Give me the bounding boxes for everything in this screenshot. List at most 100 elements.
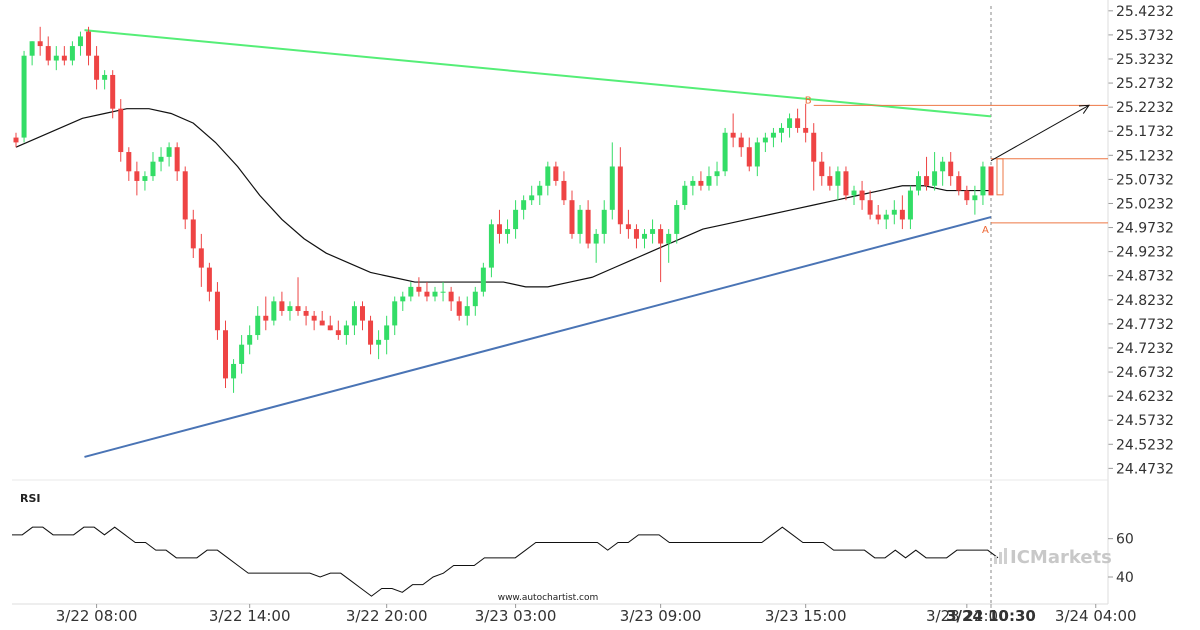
candle-up [907, 190, 913, 220]
support-trendline [84, 216, 992, 458]
candle-up [166, 147, 172, 157]
candle-down [174, 147, 180, 172]
candle-down [811, 132, 817, 162]
watermark-text: www.autochartist.com [498, 593, 599, 603]
candle-down [633, 229, 639, 239]
time-tick-label: 3/24 10:30 [946, 607, 1036, 625]
candle-up [77, 36, 83, 47]
candle-up [69, 46, 75, 61]
candle-down [698, 180, 704, 186]
brand-logo: ICMarkets [994, 547, 1112, 568]
plot-background [12, 0, 1108, 604]
price-tick-label: 25.3232 [1116, 52, 1174, 68]
candle-down [827, 176, 833, 186]
time-tick-label: 3/22 20:00 [346, 607, 428, 625]
candle-up [754, 142, 760, 167]
candle-down [746, 147, 752, 167]
candle-down [859, 190, 865, 201]
rsi-tick-label: 40 [1116, 570, 1134, 586]
candle-up [529, 195, 535, 201]
candle-up [891, 209, 897, 215]
price-tick-label: 24.5732 [1116, 413, 1174, 429]
candle-down [303, 310, 309, 316]
projection-line [990, 104, 1090, 162]
candle-up [343, 325, 349, 336]
candle-down [126, 152, 132, 172]
price-tick-label: 24.9232 [1116, 245, 1174, 261]
candle-up [883, 214, 889, 220]
candle-up [762, 137, 768, 143]
candle-up [513, 209, 519, 230]
price-tick-label: 24.7232 [1116, 341, 1174, 357]
rsi-line [12, 526, 999, 597]
candle-down [496, 224, 502, 234]
candle-up [142, 176, 148, 181]
time-tick-label: 3/23 03:00 [475, 607, 557, 625]
candle-up [642, 233, 648, 239]
time-tick-label: 3/24 04:00 [1055, 607, 1137, 625]
price-tick-label: 25.4232 [1116, 4, 1174, 20]
brand-name: ICMarkets [1010, 547, 1112, 568]
levels: BA [805, 95, 1108, 236]
candle-down [561, 180, 567, 201]
candle-up [980, 166, 986, 196]
time-tick-label: 3/23 15:00 [765, 607, 847, 625]
candle-up [932, 171, 938, 186]
candle-down [368, 320, 374, 345]
candle-up [593, 233, 599, 244]
rsi-axis: 60 40 [1108, 532, 1134, 586]
candle-up [158, 156, 164, 162]
rsi-tick-label: 60 [1116, 532, 1134, 548]
price-tick-label: 24.5232 [1116, 437, 1174, 453]
candle-up [940, 161, 946, 172]
candle-up [674, 205, 680, 234]
candle-down [223, 330, 229, 379]
time-tick-label: 3/23 09:00 [620, 607, 702, 625]
candle-down [295, 306, 301, 311]
candle-up [722, 132, 728, 172]
candle-down [569, 200, 575, 234]
price-tick-label: 25.2232 [1116, 100, 1174, 116]
price-tick-label: 24.6732 [1116, 365, 1174, 381]
candle-down [730, 132, 736, 138]
candle-down [424, 291, 430, 297]
candle-down [617, 166, 623, 225]
candle-down [456, 301, 462, 316]
candle-up [408, 286, 414, 297]
candle-down [13, 137, 19, 143]
candle-up [545, 166, 551, 186]
candle-down [206, 267, 212, 292]
candle-up [239, 344, 245, 364]
candle-down [311, 315, 317, 321]
price-axis: 25.4232 25.3732 25.3232 25.2732 25.2232 25.17… [1107, 0, 1174, 604]
price-tick-label: 25.3732 [1116, 28, 1174, 44]
time-tick-label: 3/22 08:00 [56, 607, 138, 625]
candle-up [29, 41, 35, 56]
moving-average [15, 108, 991, 288]
candle-down [803, 127, 809, 133]
candle-up [464, 306, 470, 316]
candle-up [609, 166, 615, 210]
candle-down [45, 46, 51, 61]
candle-down [658, 229, 664, 244]
level-label-b: B [805, 95, 812, 106]
candle-up [521, 200, 527, 210]
candle-up [231, 363, 237, 379]
candle-down [37, 41, 43, 47]
price-tick-label: 25.1732 [1116, 124, 1174, 140]
candle-up [271, 301, 277, 321]
candle-up [650, 229, 656, 234]
candle-up [601, 209, 607, 234]
candle-down [190, 219, 196, 249]
candle-down [924, 176, 930, 186]
candle-down [843, 171, 849, 196]
candle-down [448, 291, 454, 302]
candle-up [376, 339, 382, 345]
candle-up [577, 209, 583, 234]
candle-down [279, 301, 285, 311]
price-tick-label: 25.0732 [1116, 172, 1174, 188]
candle-down [319, 320, 325, 326]
candle-down [948, 161, 954, 177]
candle-up [915, 176, 921, 191]
